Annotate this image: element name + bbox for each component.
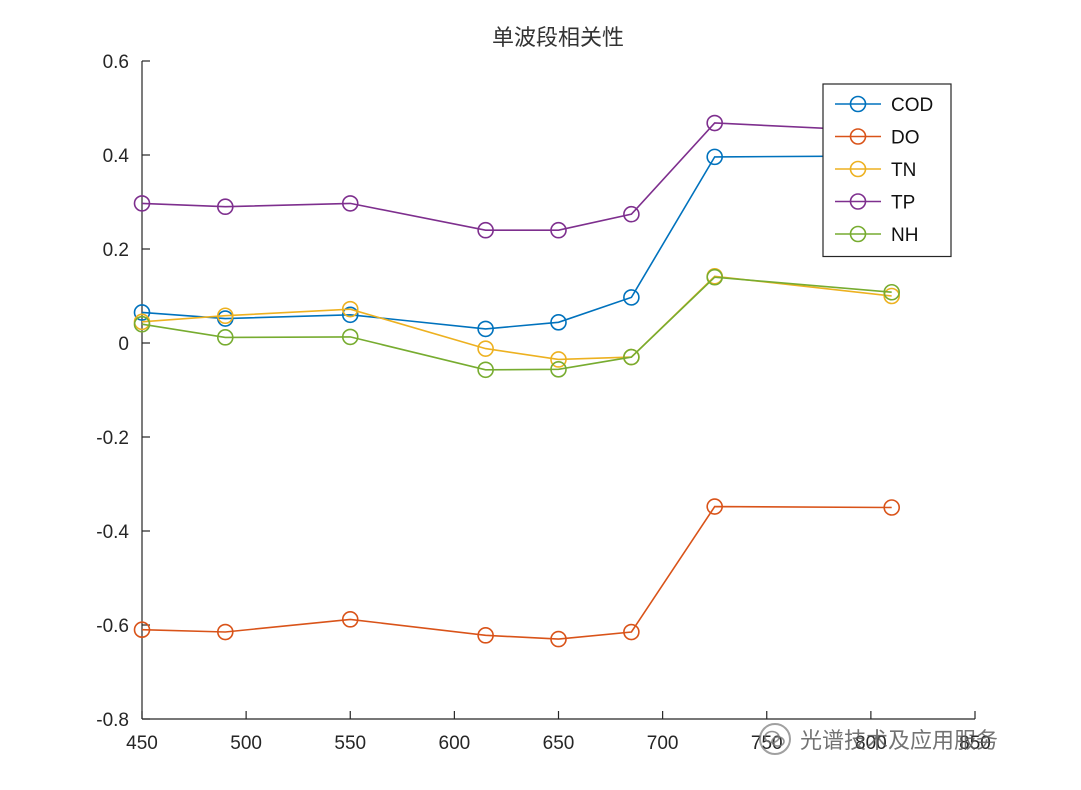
series-line-nh (141, 276, 892, 371)
legend-marker (849, 95, 867, 113)
data-point (706, 148, 723, 166)
y-tick-label: -0.8 (96, 710, 129, 731)
legend-item-do: DO (835, 128, 920, 149)
data-point (133, 195, 151, 212)
data-point (477, 361, 494, 379)
data-point (623, 348, 640, 366)
data-point (883, 283, 901, 301)
data-point (477, 221, 494, 239)
data-point (477, 320, 494, 338)
x-tick-label: 800 (855, 733, 887, 754)
data-point (706, 114, 723, 132)
data-point (217, 198, 234, 215)
x-tick-label: 500 (230, 733, 262, 754)
x-tick-label: 600 (439, 733, 471, 754)
data-point (883, 499, 901, 516)
y-tick-label: 0.2 (103, 240, 129, 261)
data-point (133, 304, 151, 321)
x-tick-label: 850 (959, 733, 991, 754)
y-tick-label: 0 (118, 334, 129, 355)
legend-label: TP (891, 193, 915, 214)
legend-item-tn: TN (835, 160, 916, 181)
legend-label: TN (891, 160, 916, 181)
legend-marker (849, 193, 867, 210)
data-point (706, 498, 723, 515)
legend-marker (849, 225, 867, 243)
data-point (623, 205, 640, 223)
series-layer (133, 114, 901, 648)
data-point (623, 289, 640, 306)
x-tick-label: 550 (334, 733, 366, 754)
data-point (341, 195, 359, 212)
axes: 450 500 550 600 650 700 750 800 850-0.8-0.6-0.4-… (96, 52, 991, 754)
data-point (550, 630, 567, 648)
watermark: 光谱技术及应用服务 (758, 722, 998, 756)
data-point (477, 340, 494, 357)
data-point (341, 328, 359, 346)
watermark-text: 光谱技术及应用服务 (800, 729, 999, 754)
data-point (477, 627, 494, 644)
data-point (883, 287, 901, 305)
series-nh (133, 268, 901, 379)
legend-label: NH (891, 225, 918, 246)
data-point (706, 268, 723, 286)
x-tick-label: 700 (647, 733, 679, 754)
legend-item-nh: NH (835, 225, 918, 246)
data-point (133, 315, 151, 333)
legend-item-tp: TP (835, 193, 915, 214)
series-do (133, 498, 901, 648)
data-point (341, 300, 359, 318)
data-point (550, 314, 567, 331)
data-point (550, 361, 567, 378)
legend-item-cod: COD (835, 95, 933, 116)
series-line-cod (141, 155, 892, 330)
wechat-icon (759, 723, 791, 755)
legend-label: DO (891, 128, 920, 149)
data-point (341, 611, 359, 628)
chart-title: 单波段相关性 (492, 26, 624, 51)
data-point (217, 329, 234, 346)
legend-label: COD (891, 95, 933, 116)
data-point (550, 351, 567, 368)
data-point (133, 621, 151, 639)
legend-marker (849, 160, 867, 178)
y-tick-label: 0.4 (103, 146, 130, 167)
x-tick-label: 450 (126, 733, 158, 754)
legend-marker (849, 128, 867, 145)
y-tick-label: -0.2 (96, 428, 129, 449)
x-tick-label: 650 (543, 733, 575, 754)
data-point (217, 307, 234, 325)
series-tp (133, 114, 901, 239)
data-point (217, 623, 234, 641)
series-line-tp (141, 122, 892, 231)
legend-box (822, 83, 952, 258)
data-point (623, 623, 640, 641)
data-point (550, 221, 567, 239)
y-tick-label: -0.6 (96, 616, 129, 637)
legend: COD DO TN TP NH (822, 83, 952, 258)
y-tick-label: -0.4 (96, 522, 129, 543)
series-line-do (141, 505, 892, 640)
data-point (341, 306, 359, 324)
series-cod (133, 147, 901, 338)
y-tick-label: 0.6 (103, 52, 129, 73)
